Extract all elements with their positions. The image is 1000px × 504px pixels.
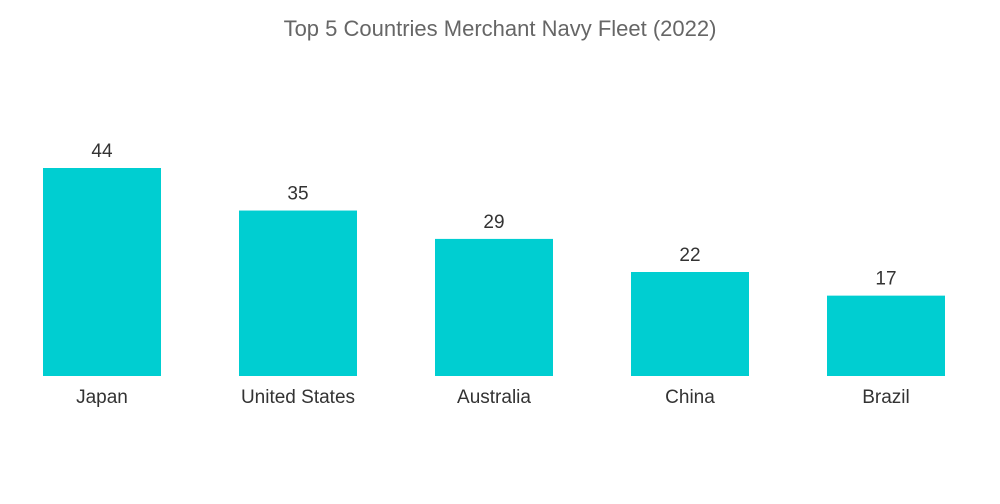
value-label: 29 xyxy=(483,212,504,233)
value-label: 35 xyxy=(287,184,308,205)
category-label: United States xyxy=(241,387,355,408)
value-label: 22 xyxy=(679,245,700,266)
bar-japan xyxy=(43,168,161,376)
value-label: 44 xyxy=(91,141,113,162)
category-label: Australia xyxy=(457,387,531,408)
chart-title: Top 5 Countries Merchant Navy Fleet (202… xyxy=(283,16,717,41)
category-label: Japan xyxy=(76,387,128,408)
value-label: 17 xyxy=(875,269,896,290)
bar-brazil xyxy=(827,295,945,376)
bar-china xyxy=(631,272,749,376)
category-label: Brazil xyxy=(862,387,910,408)
bar-australia xyxy=(435,238,553,376)
bar-united-states xyxy=(239,210,357,376)
category-label: China xyxy=(665,387,715,408)
